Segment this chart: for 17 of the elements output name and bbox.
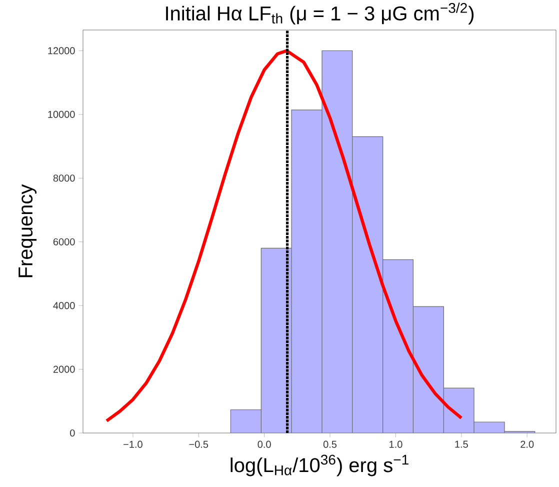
x-axis-title: log(L$_{Hα}$/10$^{36}$) erg s$^{−1}$ [230,454,408,476]
y-tick-label: 10000 [48,110,75,118]
x-tick-label: 0.0 [258,440,271,448]
x-tick-label: 1.5 [455,440,468,448]
x-tick-label: 1.0 [390,440,402,448]
y-tick-label: 12000 [48,47,75,54]
x-tick-label: −1.0 [124,440,142,448]
y-tick-label: 4000 [53,302,75,310]
y-tick-label: 2000 [53,366,75,373]
y-tick-label: 8000 [53,174,75,182]
y-axis-title: Frequency [18,184,37,278]
chart-title: Initial Hα LF$_{th}$ (μ = 1 − 3 μG cm$^{−3/2}$) [166,2,474,24]
x-tick-label: 0.5 [323,440,337,448]
x-tick-label: −0.5 [189,440,208,448]
x-tick-label: 2.0 [520,440,534,448]
y-tick-label: 6000 [53,238,75,246]
y-tick-label: 0 [70,429,75,437]
